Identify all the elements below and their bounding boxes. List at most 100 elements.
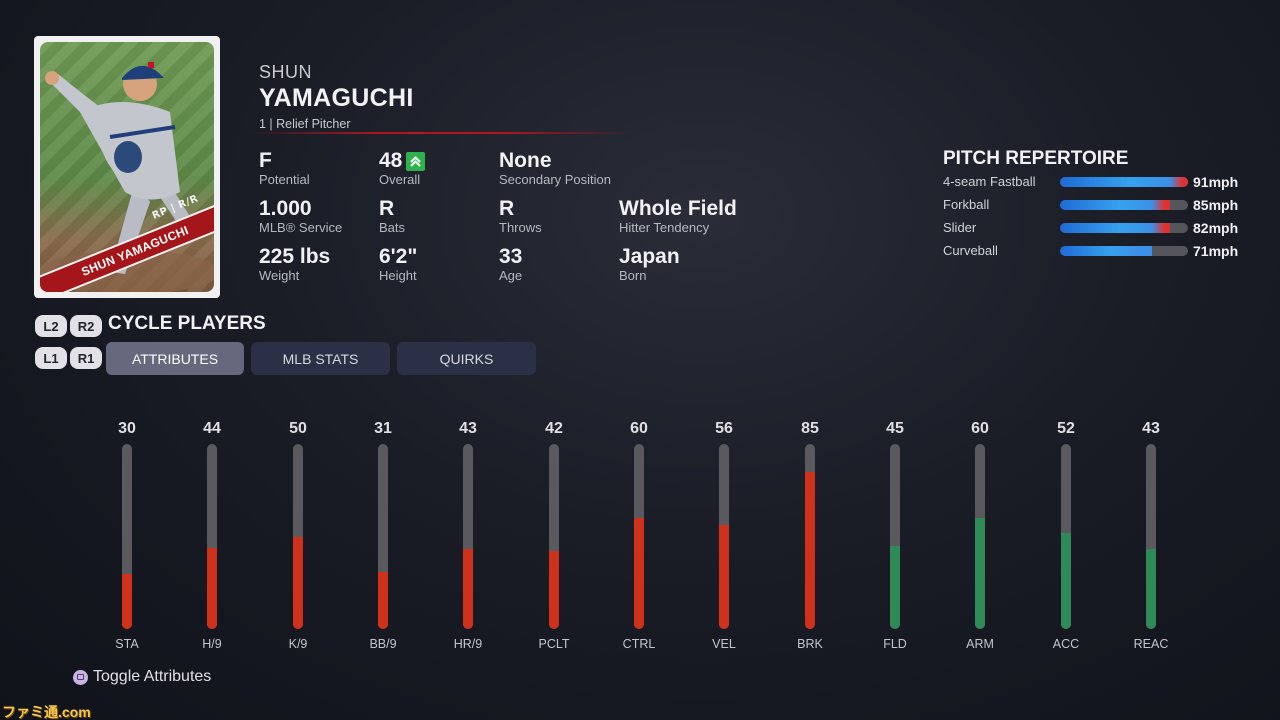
info-age: 33 Age xyxy=(499,245,522,283)
attribute-fill xyxy=(719,525,729,629)
info-born: Japan Born xyxy=(619,245,680,283)
info-label: Weight xyxy=(259,268,300,283)
pitch-speed-bar xyxy=(1060,200,1188,210)
pitch-name: 4-seam Fastball xyxy=(943,174,1036,189)
info-label: Potential xyxy=(259,172,310,187)
pitch-speed-fill xyxy=(1060,223,1171,233)
attribute-track xyxy=(378,444,388,629)
pitch-repertoire-title: PITCH REPERTOIRE xyxy=(943,148,1129,169)
attribute-fill xyxy=(890,545,900,629)
pitch-speed-fill xyxy=(1060,200,1171,210)
attribute-value: 42 xyxy=(545,420,563,437)
info-value: 6'2" xyxy=(379,245,418,268)
pitch-name: Slider xyxy=(943,220,977,235)
info-value: 33 xyxy=(499,245,523,268)
attribute-label: CTRL xyxy=(622,637,656,651)
toggle-attributes-hint[interactable]: Toggle Attributes xyxy=(73,668,211,686)
info-value: 1.000 xyxy=(259,197,312,220)
attribute-value: 44 xyxy=(203,420,221,437)
info-label: Age xyxy=(499,268,523,283)
attribute-track xyxy=(463,444,473,629)
tab-mlb-stats[interactable]: MLB STATS xyxy=(251,342,390,375)
attribute-fill xyxy=(463,549,473,629)
attribute-label: ACC xyxy=(1052,637,1080,651)
pitch-speed-bar xyxy=(1060,246,1188,256)
arrow-up-icon xyxy=(406,151,426,171)
info-label: Throws xyxy=(499,220,542,235)
attribute-track xyxy=(1146,444,1156,629)
pitch-speed: 85mph xyxy=(1193,197,1239,213)
pitch-speed: 82mph xyxy=(1193,220,1239,236)
tab-quirks[interactable]: QUIRKS xyxy=(397,342,536,375)
info-secondary-position: None Secondary Position xyxy=(499,149,611,187)
cycle-players-label: CYCLE PLAYERS xyxy=(108,313,266,334)
attribute-label: BB/9 xyxy=(369,637,397,651)
attribute-fill xyxy=(549,551,559,629)
attribute-fill xyxy=(378,571,388,629)
pitch-speed-fill xyxy=(1060,246,1153,256)
attribute-label: REAC xyxy=(1133,637,1169,651)
attribute-fill xyxy=(634,518,644,629)
attribute-track xyxy=(975,444,985,629)
overall-value: 48 xyxy=(379,149,403,172)
attribute-value: 50 xyxy=(289,420,307,437)
header-divider xyxy=(246,132,636,134)
attribute-track xyxy=(122,444,132,629)
r1-button[interactable]: R1 xyxy=(70,347,102,369)
info-height: 6'2" Height xyxy=(379,245,417,283)
attribute-track xyxy=(719,444,729,629)
attribute-value: 56 xyxy=(715,420,733,437)
info-overall: 48 Overall xyxy=(379,149,426,187)
attribute-track xyxy=(1061,444,1071,629)
attribute-label: STA xyxy=(115,637,139,651)
attribute-track xyxy=(207,444,217,629)
attribute-label: FLD xyxy=(883,637,907,651)
pitch-speed: 91mph xyxy=(1193,174,1239,190)
tab-attributes[interactable]: ATTRIBUTES xyxy=(106,342,244,375)
pitch-speed-fill xyxy=(1060,177,1188,187)
player-subline: 1 | Relief Pitcher xyxy=(259,117,351,131)
player-card: RP | R/R SHUN YAMAGUCHI xyxy=(34,36,220,298)
attribute-value: 60 xyxy=(971,420,989,437)
pitch-name: Forkball xyxy=(943,197,990,212)
attribute-fill xyxy=(1146,549,1156,629)
info-value: None xyxy=(499,149,552,172)
pitch-speed: 71mph xyxy=(1193,243,1239,259)
info-label: Born xyxy=(619,268,647,283)
attribute-fill xyxy=(207,547,217,629)
pitch-row: Curveball 71mph xyxy=(943,242,1243,260)
pitch-speed-bar xyxy=(1060,177,1188,187)
pitch-speed-bar xyxy=(1060,223,1188,233)
l1-button[interactable]: L1 xyxy=(35,347,67,369)
attribute-label: K/9 xyxy=(288,637,308,651)
info-label: Secondary Position xyxy=(499,172,612,187)
attribute-value: 52 xyxy=(1057,420,1075,437)
attribute-track xyxy=(805,444,815,629)
player-last-name: YAMAGUCHI xyxy=(259,84,414,112)
info-label: Bats xyxy=(379,220,406,235)
attribute-label: HR/9 xyxy=(453,637,483,651)
l2-button[interactable]: L2 xyxy=(35,315,67,337)
attribute-label: BRK xyxy=(797,637,823,651)
info-value: R xyxy=(379,197,395,220)
attribute-track xyxy=(549,444,559,629)
touchpad-button-icon xyxy=(73,669,88,685)
r2-button[interactable]: R2 xyxy=(70,315,102,337)
attribute-track xyxy=(293,444,303,629)
toggle-attributes-label: Toggle Attributes xyxy=(93,668,212,685)
attribute-value: 30 xyxy=(118,420,136,437)
info-label: MLB® Service xyxy=(259,220,343,235)
attribute-fill xyxy=(293,536,303,629)
attribute-label: VEL xyxy=(712,637,736,651)
player-photo: RP | R/R SHUN YAMAGUCHI xyxy=(40,42,214,292)
attribute-track xyxy=(890,444,900,629)
info-bats: R Bats xyxy=(379,197,405,235)
attribute-value: 43 xyxy=(1142,420,1160,437)
player-first-name: SHUN xyxy=(259,62,313,82)
attribute-fill xyxy=(1061,532,1071,629)
attribute-fill xyxy=(975,518,985,629)
info-value-row: 48 xyxy=(379,149,426,173)
pitch-row: Slider 82mph xyxy=(943,219,1243,237)
attribute-fill xyxy=(805,471,815,629)
attribute-label: ARM xyxy=(966,637,994,651)
